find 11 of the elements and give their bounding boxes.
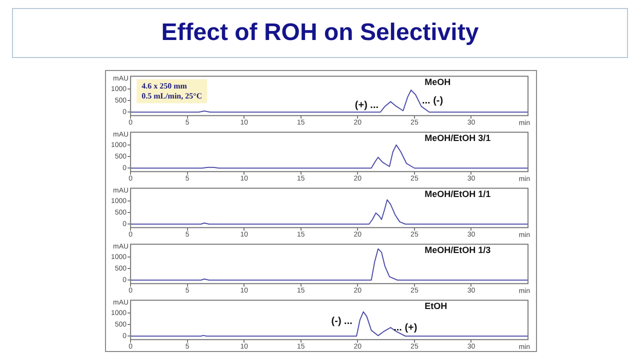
annotation: ... (-) [422,95,444,106]
annotation: (+) ... [354,100,379,111]
chart-subtitle: MeOH/EtOH 3/1 [424,133,491,144]
chart-title: Effect of ROH on Selectivity [12,8,628,58]
annotation: ... (+) [394,322,418,334]
chart-subtitle: EtOH [424,301,448,312]
chart-subtitle: MeOH/EtOH 1/3 [424,245,491,256]
chart-subtitle: MeOH [424,77,451,88]
annotation: (-) ... [331,316,353,327]
chart-subtitle: MeOH/EtOH 1/1 [424,189,491,200]
annotation: 4.6 x 250 mm 0.5 mL/min, 25°C [142,81,202,100]
